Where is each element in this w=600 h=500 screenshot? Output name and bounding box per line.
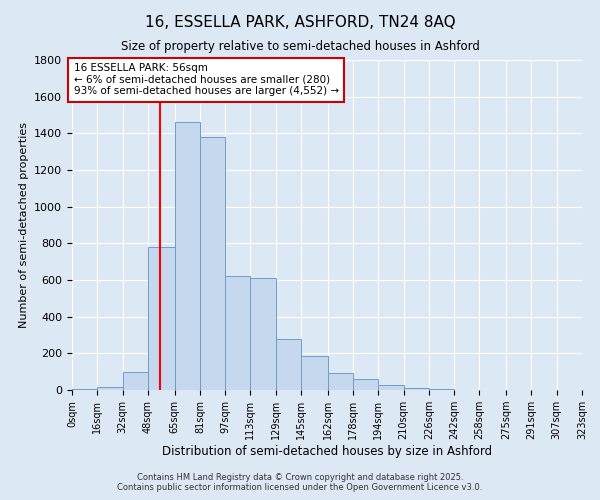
Bar (404, 388, 429, 390)
Bar (353, 379, 379, 390)
Bar (301, 356, 328, 390)
Bar (275, 338, 301, 390)
Bar (72, 389, 97, 390)
Text: Size of property relative to semi-detached houses in Ashford: Size of property relative to semi-detach… (121, 40, 479, 53)
Bar (250, 278, 275, 390)
Bar (225, 276, 250, 390)
Y-axis label: Number of semi-detached properties: Number of semi-detached properties (19, 122, 29, 328)
Bar (122, 372, 148, 390)
Bar (429, 389, 454, 390)
Bar (379, 386, 404, 390)
Bar (148, 247, 175, 390)
Text: Contains HM Land Registry data © Crown copyright and database right 2025.
Contai: Contains HM Land Registry data © Crown c… (118, 473, 482, 492)
Bar (97, 387, 122, 390)
Bar (328, 372, 353, 390)
Bar (200, 137, 225, 390)
Text: 16 ESSELLA PARK: 56sqm
← 6% of semi-detached houses are smaller (280)
93% of sem: 16 ESSELLA PARK: 56sqm ← 6% of semi-deta… (74, 64, 339, 96)
Bar (175, 122, 200, 390)
X-axis label: Distribution of semi-detached houses by size in Ashford: Distribution of semi-detached houses by … (162, 445, 492, 458)
Text: 16, ESSELLA PARK, ASHFORD, TN24 8AQ: 16, ESSELLA PARK, ASHFORD, TN24 8AQ (145, 15, 455, 30)
